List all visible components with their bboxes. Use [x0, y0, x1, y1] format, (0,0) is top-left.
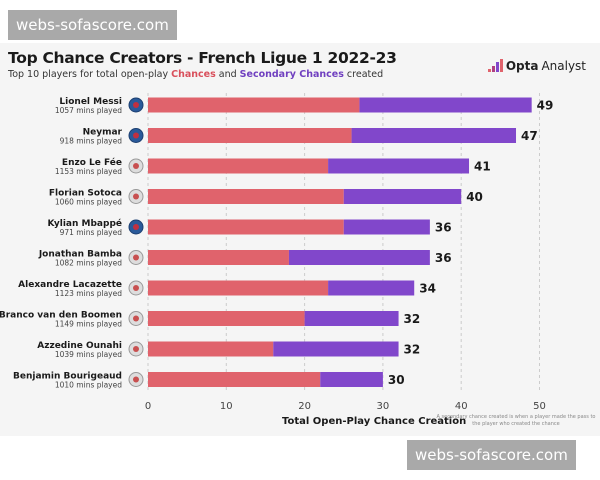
- bar-secondary-chances: [328, 158, 470, 174]
- watermark-top: webs-sofascore.com: [8, 10, 177, 40]
- total-value-label: 32: [404, 312, 421, 326]
- lens-crest-icon: [128, 189, 144, 204]
- bar-secondary-chances: [343, 189, 462, 204]
- player-name: Branco van den Boomen: [0, 311, 122, 321]
- psg-crest-icon: [128, 97, 144, 113]
- total-value-label: 41: [474, 160, 491, 174]
- player-name: Florian Sotoca: [49, 189, 122, 199]
- player-name: Enzo Le Fée: [62, 157, 122, 168]
- player-name: Jonathan Bamba: [38, 250, 122, 260]
- minutes-played: 1153 mins played: [55, 167, 122, 176]
- bar-secondary-chances: [359, 97, 532, 113]
- minutes-played: 1149 mins played: [55, 320, 122, 329]
- total-value-label: 32: [404, 343, 421, 357]
- total-value-label: 30: [388, 373, 405, 387]
- bar-chances: [148, 189, 344, 204]
- total-value-label: 36: [435, 251, 452, 265]
- legend-chances: Chances: [171, 69, 216, 80]
- minutes-played: 1123 mins played: [55, 289, 122, 298]
- lyon-crest-icon: [128, 280, 144, 296]
- bar-secondary-chances: [351, 128, 517, 143]
- subtitle-text: created: [343, 69, 384, 80]
- player-name: Azzedine Ounahi: [37, 341, 122, 351]
- player-name: Alexandre Lacazette: [18, 280, 122, 290]
- x-tick-label: 0: [145, 401, 151, 412]
- total-value-label: 40: [466, 190, 483, 204]
- player-name: Lionel Messi: [59, 97, 122, 107]
- chart-title: Top Chance Creators - French Ligue 1 202…: [8, 49, 397, 67]
- bar-secondary-chances: [320, 372, 383, 387]
- minutes-played: 1010 mins played: [55, 381, 122, 390]
- x-tick-label: 30: [377, 401, 390, 412]
- subtitle-text: Top 10 players for total open-play: [8, 69, 172, 80]
- bar-chances: [148, 97, 360, 113]
- watermark-bottom: webs-sofascore.com: [407, 440, 576, 470]
- bar-chances: [148, 158, 329, 174]
- player-name: Benjamin Bourigeaud: [13, 372, 122, 382]
- bar-chances: [148, 219, 344, 235]
- minutes-played: 1057 mins played: [55, 106, 122, 115]
- minutes-played: 1082 mins played: [55, 259, 122, 268]
- minutes-played: 1060 mins played: [55, 198, 122, 207]
- chart-subtitle: Top 10 players for total open-play Chanc…: [8, 69, 383, 80]
- bar-chances: [148, 128, 352, 143]
- x-tick-label: 10: [220, 401, 233, 412]
- bar-secondary-chances: [328, 280, 415, 296]
- opta-analyst-logo: Opta Analyst: [487, 59, 586, 73]
- psg-crest-icon: [128, 219, 144, 235]
- x-tick-label: 20: [298, 401, 311, 412]
- logo-light: Analyst: [541, 59, 586, 73]
- minutes-played: 971 mins played: [60, 228, 123, 237]
- total-value-label: 36: [435, 221, 452, 235]
- x-tick-label: 40: [455, 401, 468, 412]
- bar-chances: [148, 250, 289, 265]
- subtitle-text: and: [215, 69, 240, 80]
- opta-bars-icon: [487, 59, 503, 72]
- total-value-label: 34: [419, 282, 436, 296]
- minutes-played: 918 mins played: [60, 137, 123, 146]
- chart-panel: Top Chance Creators - French Ligue 1 202…: [0, 43, 600, 436]
- player-name: Kylian Mbappé: [47, 218, 122, 229]
- psg-crest-icon: [128, 128, 144, 143]
- bar-secondary-chances: [343, 219, 430, 235]
- total-value-label: 49: [537, 99, 554, 113]
- x-tick-label: 50: [533, 401, 546, 412]
- toulouse-crest-icon: [128, 311, 144, 326]
- rennes-crest-icon: [128, 372, 144, 387]
- bar-chances: [148, 280, 329, 296]
- bar-chances: [148, 311, 305, 326]
- minutes-played: 1039 mins played: [55, 350, 122, 359]
- lille-crest-icon: [128, 250, 144, 265]
- legend-secondary: Secondary Chances: [239, 69, 344, 80]
- lorient-crest-icon: [128, 158, 144, 174]
- x-axis-label: Total Open-Play Chance Creation: [282, 416, 467, 427]
- total-value-label: 47: [521, 129, 538, 143]
- player-name: Neymar: [83, 128, 123, 138]
- bar-chances: [148, 372, 321, 387]
- bar-secondary-chances: [288, 250, 430, 265]
- bar-chances: [148, 341, 274, 357]
- bar-secondary-chances: [304, 311, 399, 326]
- bar-secondary-chances: [273, 341, 399, 357]
- angers-crest-icon: [128, 341, 144, 357]
- logo-bold: Opta: [505, 59, 539, 73]
- footnote: A secondary chance created is when a pla…: [436, 414, 596, 427]
